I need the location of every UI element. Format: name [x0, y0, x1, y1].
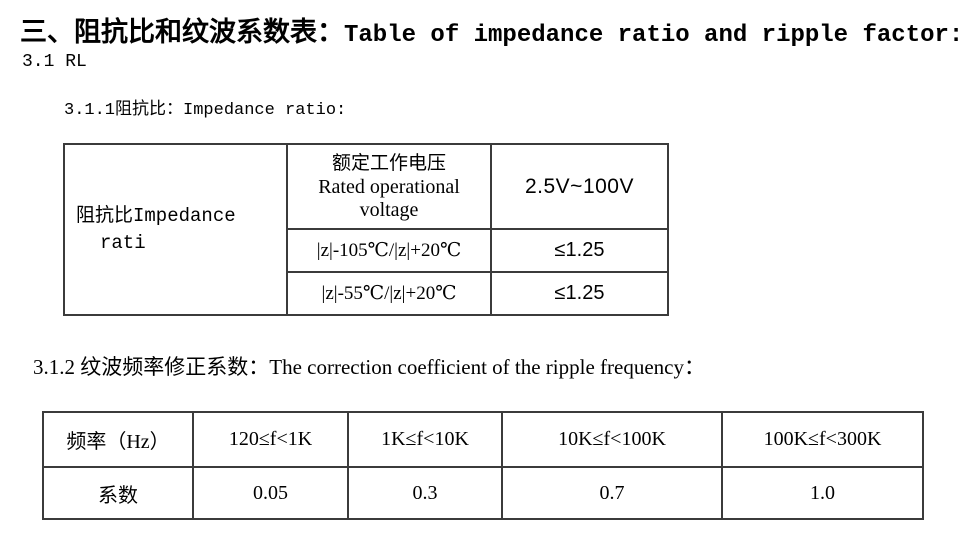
condition-cell: |z|-55℃/|z|+20℃: [286, 271, 492, 316]
rated-voltage-header-cell: 额定工作电压 Rated operational voltage: [286, 143, 492, 230]
table-row: 阻抗比Impedance rati 额定工作电压 Rated operation…: [63, 143, 669, 316]
freq-range-cell: 100K≤f<300K: [721, 411, 924, 468]
section-3-1-1-heading: 3.1.1阻抗比：Impedance ratio:: [64, 101, 347, 120]
page-title-chinese: 三、阻抗比和纹波系数表：: [20, 17, 344, 47]
frequency-header-cell: 频率（Hz）: [42, 411, 194, 468]
freq-range-cell: 10K≤f<100K: [501, 411, 723, 468]
section-3-1-heading: 3.1 RL: [22, 52, 87, 72]
freq-range-cell: 120≤f<1K: [192, 411, 349, 468]
voltage-range-cell: 2.5V~100V: [490, 143, 669, 230]
freq-range-cell: 1K≤f<10K: [347, 411, 503, 468]
table-row: 系数 0.05 0.3 0.7 1.0: [42, 466, 924, 520]
condition-cell: |z|-105℃/|z|+20℃: [286, 228, 492, 273]
limit-value-cell: ≤1.25: [490, 228, 669, 273]
impedance-label-line1: 阻抗比Impedance: [76, 204, 236, 227]
impedance-row-label-cell: 阻抗比Impedance rati: [63, 143, 288, 316]
ripple-coefficient-table: 频率（Hz） 120≤f<1K 1K≤f<10K 10K≤f<100K 100K…: [42, 411, 924, 520]
impedance-label-line2: rati: [100, 231, 146, 254]
page-title-english: Table of impedance ratio and ripple fact…: [344, 22, 964, 49]
rated-voltage-header-english-line1: Rated operational: [318, 175, 460, 198]
rated-voltage-header-english-line2: voltage: [359, 198, 419, 221]
coefficient-value-cell: 0.7: [501, 466, 723, 520]
table-row: |z|-55℃/|z|+20℃ ≤1.25: [64, 271, 669, 316]
rated-voltage-header-chinese: 额定工作电压: [331, 152, 446, 174]
coefficient-value-cell: 0.3: [347, 466, 503, 520]
table-row: 频率（Hz） 120≤f<1K 1K≤f<10K 10K≤f<100K 100K…: [42, 411, 924, 468]
table-row: |z|-105℃/|z|+20℃ ≤1.25: [64, 228, 669, 273]
coefficient-value-cell: 1.0: [721, 466, 924, 520]
coefficient-value-cell: 0.05: [192, 466, 349, 520]
page-title: 三、阻抗比和纹波系数表：Table of impedance ratio and…: [20, 10, 963, 49]
impedance-ratio-table: 阻抗比Impedance rati 额定工作电压 Rated operation…: [63, 143, 669, 316]
coefficient-row-label-cell: 系数: [42, 466, 194, 520]
section-3-1-2-heading: 3.1.2 纹波频率修正系数：The correction coefficien…: [33, 355, 705, 379]
limit-value-cell: ≤1.25: [490, 271, 669, 316]
